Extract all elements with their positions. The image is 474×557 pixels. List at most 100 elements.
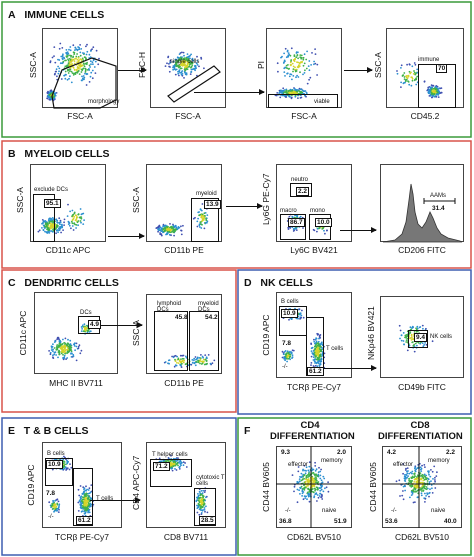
event-dot xyxy=(204,358,207,361)
plot-cd8-differentiation xyxy=(382,446,462,528)
event-dot xyxy=(318,335,321,337)
event-dot xyxy=(420,488,422,491)
event-dot xyxy=(79,499,81,501)
event-dot xyxy=(51,220,54,222)
gate-label: T cells xyxy=(96,496,114,502)
panel-e-title: E T & B CELLS xyxy=(8,425,89,437)
event-dot xyxy=(70,56,72,58)
event-dot xyxy=(408,63,411,66)
event-dot xyxy=(69,339,72,342)
quadrant-label: effector xyxy=(393,462,413,468)
event-dot xyxy=(298,62,301,65)
event-dot xyxy=(58,70,60,73)
event-dot xyxy=(406,337,409,340)
density-dots xyxy=(164,51,205,79)
event-dot xyxy=(201,220,203,222)
event-dot xyxy=(57,65,59,68)
event-dot xyxy=(172,60,175,63)
y-axis-label: CD19 APC xyxy=(261,314,271,356)
event-dot xyxy=(297,57,299,60)
gate-value: 13.9 xyxy=(204,200,221,210)
quadrant-label: -/- xyxy=(48,514,54,520)
event-dot xyxy=(314,338,317,341)
event-dot xyxy=(180,233,183,236)
event-dot xyxy=(88,57,91,59)
event-dot xyxy=(185,466,188,468)
event-dot xyxy=(311,352,314,354)
event-dot xyxy=(88,487,91,490)
event-dot xyxy=(158,226,160,228)
event-dot xyxy=(416,325,419,328)
event-dot xyxy=(83,504,86,507)
event-dot xyxy=(422,490,425,492)
x-axis-label: TCRβ PE-Cy7 xyxy=(54,532,109,542)
event-dot xyxy=(207,354,210,356)
event-dot xyxy=(74,49,76,51)
event-dot xyxy=(180,464,182,467)
event-dot xyxy=(61,226,64,229)
event-dot xyxy=(54,61,57,64)
event-dot xyxy=(86,497,89,500)
event-dot xyxy=(423,473,426,476)
event-dot xyxy=(174,464,177,467)
event-dot xyxy=(169,463,172,466)
event-dot xyxy=(201,360,204,363)
density-dots xyxy=(155,203,209,237)
event-dot xyxy=(312,356,315,359)
gate-value: 61.2 xyxy=(307,367,324,377)
event-dot xyxy=(60,352,63,355)
event-dot xyxy=(317,471,320,474)
event-dot xyxy=(197,359,199,362)
event-dot xyxy=(201,217,204,219)
quadrant-value: 40.0 xyxy=(444,518,457,525)
event-dot xyxy=(60,224,63,226)
event-dot xyxy=(77,224,79,227)
event-dot xyxy=(293,88,296,90)
event-dot xyxy=(170,229,173,231)
event-dot xyxy=(200,227,203,229)
event-dot xyxy=(168,65,170,68)
event-dot xyxy=(280,89,283,92)
event-dot xyxy=(79,44,81,46)
gate-value: 31.4 xyxy=(432,205,445,212)
event-dot xyxy=(411,477,414,479)
event-dot xyxy=(72,355,75,357)
event-dot xyxy=(296,90,298,93)
event-dot xyxy=(428,495,430,498)
event-dot xyxy=(79,51,82,54)
event-dot xyxy=(418,479,421,482)
event-dot xyxy=(201,492,204,495)
event-dot xyxy=(160,460,163,463)
event-dot xyxy=(410,328,412,331)
event-dot xyxy=(54,340,57,343)
plot-dcs xyxy=(34,292,118,374)
gate-label: AAMs xyxy=(430,193,447,199)
event-dot xyxy=(318,349,320,352)
event-dot xyxy=(299,71,301,74)
y-axis-label: SSC-A xyxy=(373,52,383,78)
event-dot xyxy=(50,230,53,232)
event-dot xyxy=(408,344,411,347)
event-dot xyxy=(177,357,180,360)
event-dot xyxy=(66,357,69,359)
event-dot xyxy=(64,77,67,80)
event-dot xyxy=(51,345,54,348)
event-dot xyxy=(416,75,419,78)
event-dot xyxy=(296,488,299,491)
event-dot xyxy=(427,470,429,473)
event-dot xyxy=(59,42,62,45)
event-dot xyxy=(203,498,205,501)
event-dot xyxy=(315,481,317,484)
event-dot xyxy=(58,217,61,220)
event-dot xyxy=(169,223,171,225)
event-dot xyxy=(52,99,55,102)
event-dot xyxy=(281,55,283,58)
event-dot xyxy=(289,350,291,353)
event-dot xyxy=(308,69,311,72)
event-dot xyxy=(49,220,51,223)
event-dot xyxy=(434,480,436,483)
event-dot xyxy=(205,218,207,220)
event-dot xyxy=(57,511,60,513)
event-dot xyxy=(320,485,323,488)
event-dot xyxy=(200,504,203,506)
